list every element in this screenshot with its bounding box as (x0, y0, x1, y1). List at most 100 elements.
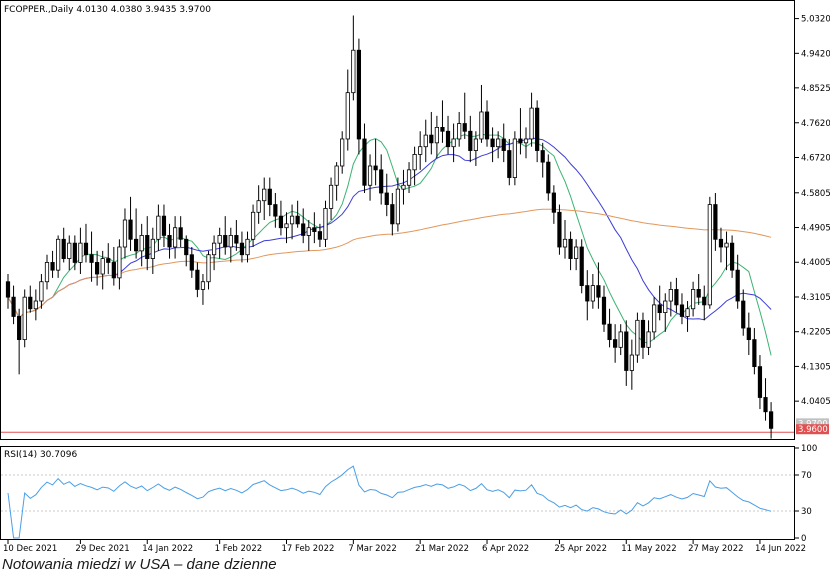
candle (345, 69, 350, 151)
chart-header: FCOPPER.,Daily 4.0130 4.0380 3.9435 3.97… (4, 5, 211, 15)
candle-body-down (50, 262, 55, 271)
candle-body-down (518, 138, 523, 144)
candle (245, 231, 250, 263)
candle (223, 216, 228, 255)
candle (529, 92, 534, 147)
candle-body-down (507, 150, 512, 178)
rsi-panel-frame (0, 446, 795, 540)
candle-body-down (757, 366, 763, 398)
figure-caption: Notowania miedzi w USA – dane dzienne (2, 556, 277, 573)
candle (217, 227, 222, 259)
candle-body-down (763, 397, 768, 413)
candle-body-up (328, 184, 334, 209)
candle-body-up (22, 296, 27, 341)
candle-body-down (585, 285, 590, 302)
candle (741, 289, 746, 336)
candle-body-down (557, 211, 562, 248)
x-tick-label: 29 Dec 2021 (75, 544, 129, 554)
candle-body-down (295, 215, 300, 225)
candle (267, 177, 272, 217)
candle-body-up (156, 215, 161, 240)
candle-body-down (134, 238, 139, 252)
candle (523, 127, 529, 159)
candle (585, 270, 590, 321)
candle (462, 92, 467, 139)
candle (635, 312, 640, 363)
candle (484, 100, 490, 147)
candle-body-up (39, 281, 44, 302)
candle-body-down (596, 285, 601, 298)
candle (5, 274, 11, 309)
candle (44, 254, 50, 290)
candle-body-down (468, 130, 473, 151)
candle-body-down (161, 215, 167, 236)
candle-body-up (646, 331, 651, 348)
candle-body-down (223, 235, 228, 248)
candle-body-down (735, 269, 740, 302)
candle-body-up (479, 111, 484, 140)
candle (412, 146, 417, 186)
candle-body-down (718, 238, 724, 248)
candle (172, 216, 178, 259)
candle (746, 312, 751, 356)
x-tick-label: 17 Feb 2022 (282, 544, 335, 554)
candle-body-up (473, 138, 478, 151)
candle (356, 38, 362, 155)
candle-body-up (685, 308, 690, 317)
candle (50, 250, 55, 278)
candle-body-down (106, 258, 111, 263)
x-tick-label: 14 Jun 2022 (755, 544, 806, 554)
rsi-levels (1, 474, 794, 512)
candle (601, 285, 607, 332)
candle-body-up (562, 238, 568, 248)
candle-body-up (122, 219, 128, 248)
candle-body-up (206, 254, 211, 283)
candle (596, 262, 601, 309)
candle-body-down (234, 235, 239, 244)
candle (312, 212, 317, 244)
candle-body-down (267, 188, 272, 205)
y-tick-label: 4.7620 (801, 119, 830, 129)
candle-body-up (345, 92, 350, 140)
candle (234, 220, 239, 251)
candle-body-up (67, 242, 72, 259)
candle (189, 247, 194, 278)
candle (56, 235, 61, 278)
price-tag-bg (796, 418, 829, 429)
candle-body-down (730, 242, 735, 271)
rsi-title: RSI(14) 30.7096 (4, 450, 77, 460)
candle (434, 115, 439, 159)
candle-body-up (434, 126, 439, 144)
candle (451, 123, 456, 163)
candle-body-down (546, 161, 551, 194)
candle-body-down (501, 138, 506, 151)
candle (613, 324, 618, 363)
rsi-tick-label: 70 (801, 471, 812, 481)
candle-body-up (367, 165, 373, 186)
candle-body-up (56, 238, 61, 271)
price-axis: 5.0320 4.9420 4.8525 4.7620 4.6720 4.5805 4.49… (795, 15, 830, 407)
candle (379, 154, 384, 205)
candle (33, 289, 38, 321)
candle (39, 274, 44, 309)
candle-body-up (423, 134, 428, 148)
candle (61, 227, 66, 263)
candle (496, 131, 501, 159)
x-tick-label: 10 Dec 2021 (3, 544, 57, 554)
candle (718, 227, 724, 263)
candle-body-up (574, 246, 579, 259)
candle-body-down (83, 242, 89, 256)
candle-body-up (629, 354, 634, 371)
candle (184, 235, 189, 267)
candle-body-down (713, 204, 718, 240)
candle (429, 111, 434, 155)
candle-body-up (652, 304, 657, 333)
candle-body-down (390, 204, 395, 225)
candle-body-down (579, 246, 584, 286)
candle (590, 274, 595, 309)
candle-body-up (529, 107, 534, 140)
candle-body-up (401, 184, 406, 190)
candle (535, 100, 540, 163)
candle (691, 281, 696, 317)
candle (557, 204, 562, 255)
